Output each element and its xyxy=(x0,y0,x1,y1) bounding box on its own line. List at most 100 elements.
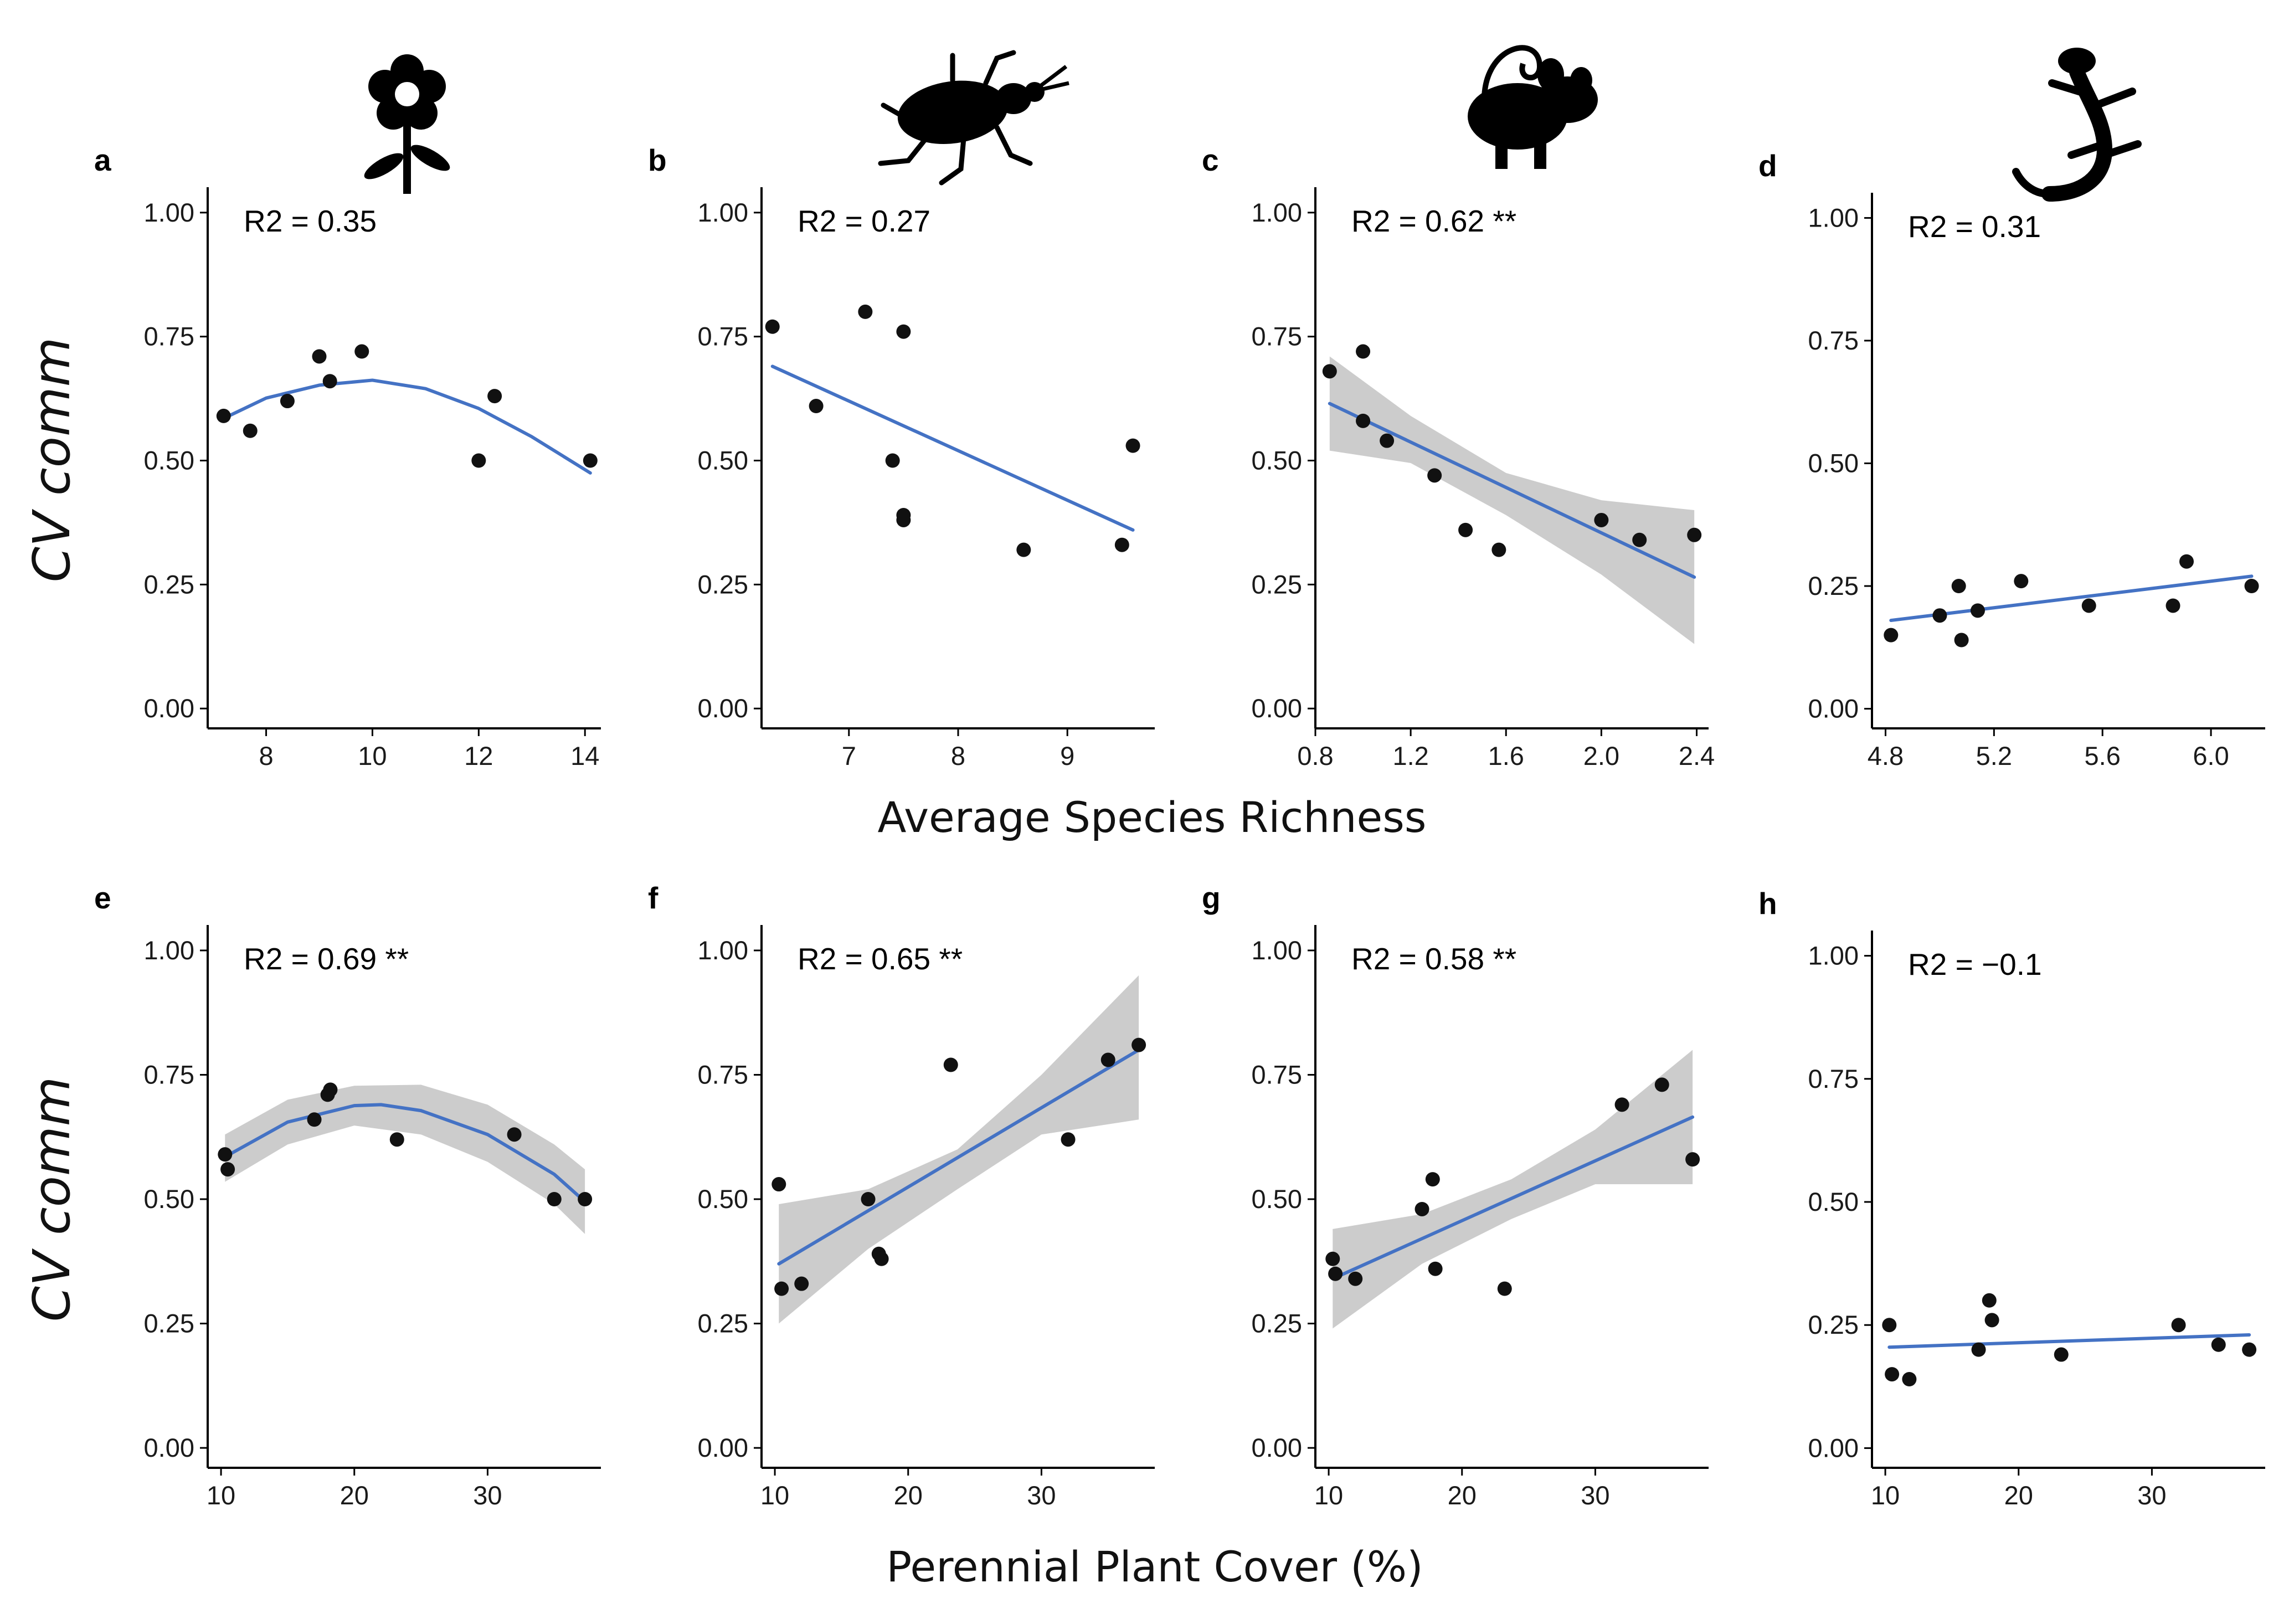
data-point xyxy=(1325,1251,1340,1266)
data-point xyxy=(1984,1313,1999,1328)
data-point xyxy=(861,1192,876,1206)
x-tick-label: 10 xyxy=(1314,1481,1343,1510)
y-tick-label: 0.00 xyxy=(1808,1433,1859,1462)
panel-letter: d xyxy=(1758,148,1777,183)
y-tick-label: 0.50 xyxy=(144,1184,194,1214)
data-point xyxy=(1356,344,1371,359)
panel-d: 0.00 0.25 0.50 0.75 1.00 4.8 5.2 5.6 6.0 d R2 = 0.… xyxy=(1758,148,2265,770)
x-tick-label: 10 xyxy=(1871,1481,1900,1510)
data-point xyxy=(1131,1037,1146,1052)
x-tick-label: 1.2 xyxy=(1392,741,1428,770)
confidence-band xyxy=(779,975,1139,1324)
y-tick-label: 1.00 xyxy=(1252,198,1302,227)
data-point xyxy=(896,512,911,527)
x-tick-label: 30 xyxy=(1581,1481,1609,1510)
panel-letter: h xyxy=(1758,886,1777,921)
data-point xyxy=(583,453,598,468)
x-tick-label: 0.8 xyxy=(1297,741,1333,770)
x-tick-label: 2.0 xyxy=(1583,741,1619,770)
y-tick-label: 0.50 xyxy=(144,446,194,475)
data-point xyxy=(1428,1261,1443,1276)
data-point xyxy=(2166,598,2180,613)
data-point xyxy=(858,304,873,319)
data-point xyxy=(1982,1293,1997,1308)
x-tick-label: 5.6 xyxy=(2085,741,2121,770)
y-tick-label: 0.00 xyxy=(1252,693,1302,723)
panel-letter: f xyxy=(648,881,659,915)
y-tick-label: 0.75 xyxy=(1808,1064,1859,1093)
panel-letter: e xyxy=(94,881,111,915)
y-tick-label: 0.25 xyxy=(1808,1310,1859,1339)
mouse-icon xyxy=(1468,45,1598,169)
data-point xyxy=(1970,603,1985,618)
y-tick-label: 0.25 xyxy=(1252,569,1302,599)
data-point xyxy=(1100,1052,1115,1067)
data-point xyxy=(1114,537,1129,552)
data-point xyxy=(1951,579,1966,594)
r2-label: R2 = 0.62 ** xyxy=(1351,204,1516,238)
y-tick-label: 0.25 xyxy=(698,569,748,599)
panel-e: 0.00 0.25 0.50 0.75 1.00 10 20 30 e R2 = 0.69 ** xyxy=(94,881,601,1510)
data-point xyxy=(1594,512,1609,527)
x-tick-label: 30 xyxy=(473,1481,502,1510)
data-point xyxy=(1687,527,1702,542)
fit-line xyxy=(777,1048,1141,1266)
data-point xyxy=(1885,1367,1900,1382)
y-tick-label: 0.75 xyxy=(1808,326,1859,355)
x-tick-label: 2.4 xyxy=(1679,741,1715,770)
x-tick-label: 6.0 xyxy=(2193,741,2229,770)
y-tick-label: 0.75 xyxy=(698,322,748,351)
panel-f: 0.00 0.25 0.50 0.75 1.00 10 20 30 f R2 = 0.65 ** xyxy=(648,881,1155,1510)
r2-label: R2 = 0.35 xyxy=(244,204,377,238)
lizard-icon xyxy=(2012,48,2142,202)
y-tick-label: 0.25 xyxy=(698,1309,748,1338)
confidence-band xyxy=(1333,1050,1693,1329)
data-point xyxy=(2179,554,2194,569)
data-point xyxy=(874,1251,889,1266)
data-point xyxy=(1685,1152,1700,1167)
data-point xyxy=(1328,1266,1343,1281)
data-point xyxy=(2244,579,2259,594)
y-tick-label: 0.00 xyxy=(698,1433,748,1462)
data-point xyxy=(1884,628,1899,643)
r2-label: R2 = 0.27 xyxy=(798,204,930,238)
data-point xyxy=(323,1082,338,1097)
x-tick-label: 20 xyxy=(894,1481,923,1510)
r2-label: R2 = 0.31 xyxy=(1908,209,2041,244)
data-point xyxy=(896,324,911,339)
data-point xyxy=(389,1132,404,1147)
data-point xyxy=(943,1057,958,1072)
x-tick-label: 20 xyxy=(340,1481,369,1510)
y-tick-label: 0.75 xyxy=(1252,322,1302,351)
data-point xyxy=(220,1162,235,1177)
data-point xyxy=(885,453,900,468)
y-axis-title-bottom: CV comm xyxy=(22,1077,81,1322)
x-tick-label: 7 xyxy=(842,741,856,770)
data-point xyxy=(1348,1271,1363,1286)
y-tick-label: 1.00 xyxy=(698,936,748,965)
x-tick-label: 1.6 xyxy=(1488,741,1524,770)
fit-line xyxy=(222,378,592,475)
data-point xyxy=(771,1177,786,1192)
panel-letter: a xyxy=(94,143,111,177)
y-tick-label: 0.50 xyxy=(698,1184,748,1214)
y-tick-label: 0.75 xyxy=(1252,1060,1302,1089)
r2-label: R2 = 0.69 ** xyxy=(244,942,409,976)
y-tick-label: 0.50 xyxy=(1252,446,1302,475)
data-point xyxy=(322,374,337,389)
x-tick-label: 20 xyxy=(1448,1481,1477,1510)
data-point xyxy=(312,349,327,364)
data-point xyxy=(1632,532,1647,547)
panel-a: 0.00 0.25 0.50 0.75 1.00 8 10 12 14 a R2 = 0.35 xyxy=(94,143,601,770)
flower-icon xyxy=(364,54,450,194)
x-axis-title-top: Average Species Richness xyxy=(878,793,1427,842)
data-point xyxy=(2242,1342,2257,1357)
taxon-icons xyxy=(364,45,2142,202)
r2-label: R2 = −0.1 xyxy=(1908,947,2042,981)
y-tick-label: 0.00 xyxy=(1808,694,1859,723)
x-tick-label: 30 xyxy=(2137,1481,2166,1510)
data-point xyxy=(2054,1347,2069,1362)
y-tick-label: 0.75 xyxy=(144,1060,194,1089)
data-point xyxy=(1415,1201,1429,1216)
